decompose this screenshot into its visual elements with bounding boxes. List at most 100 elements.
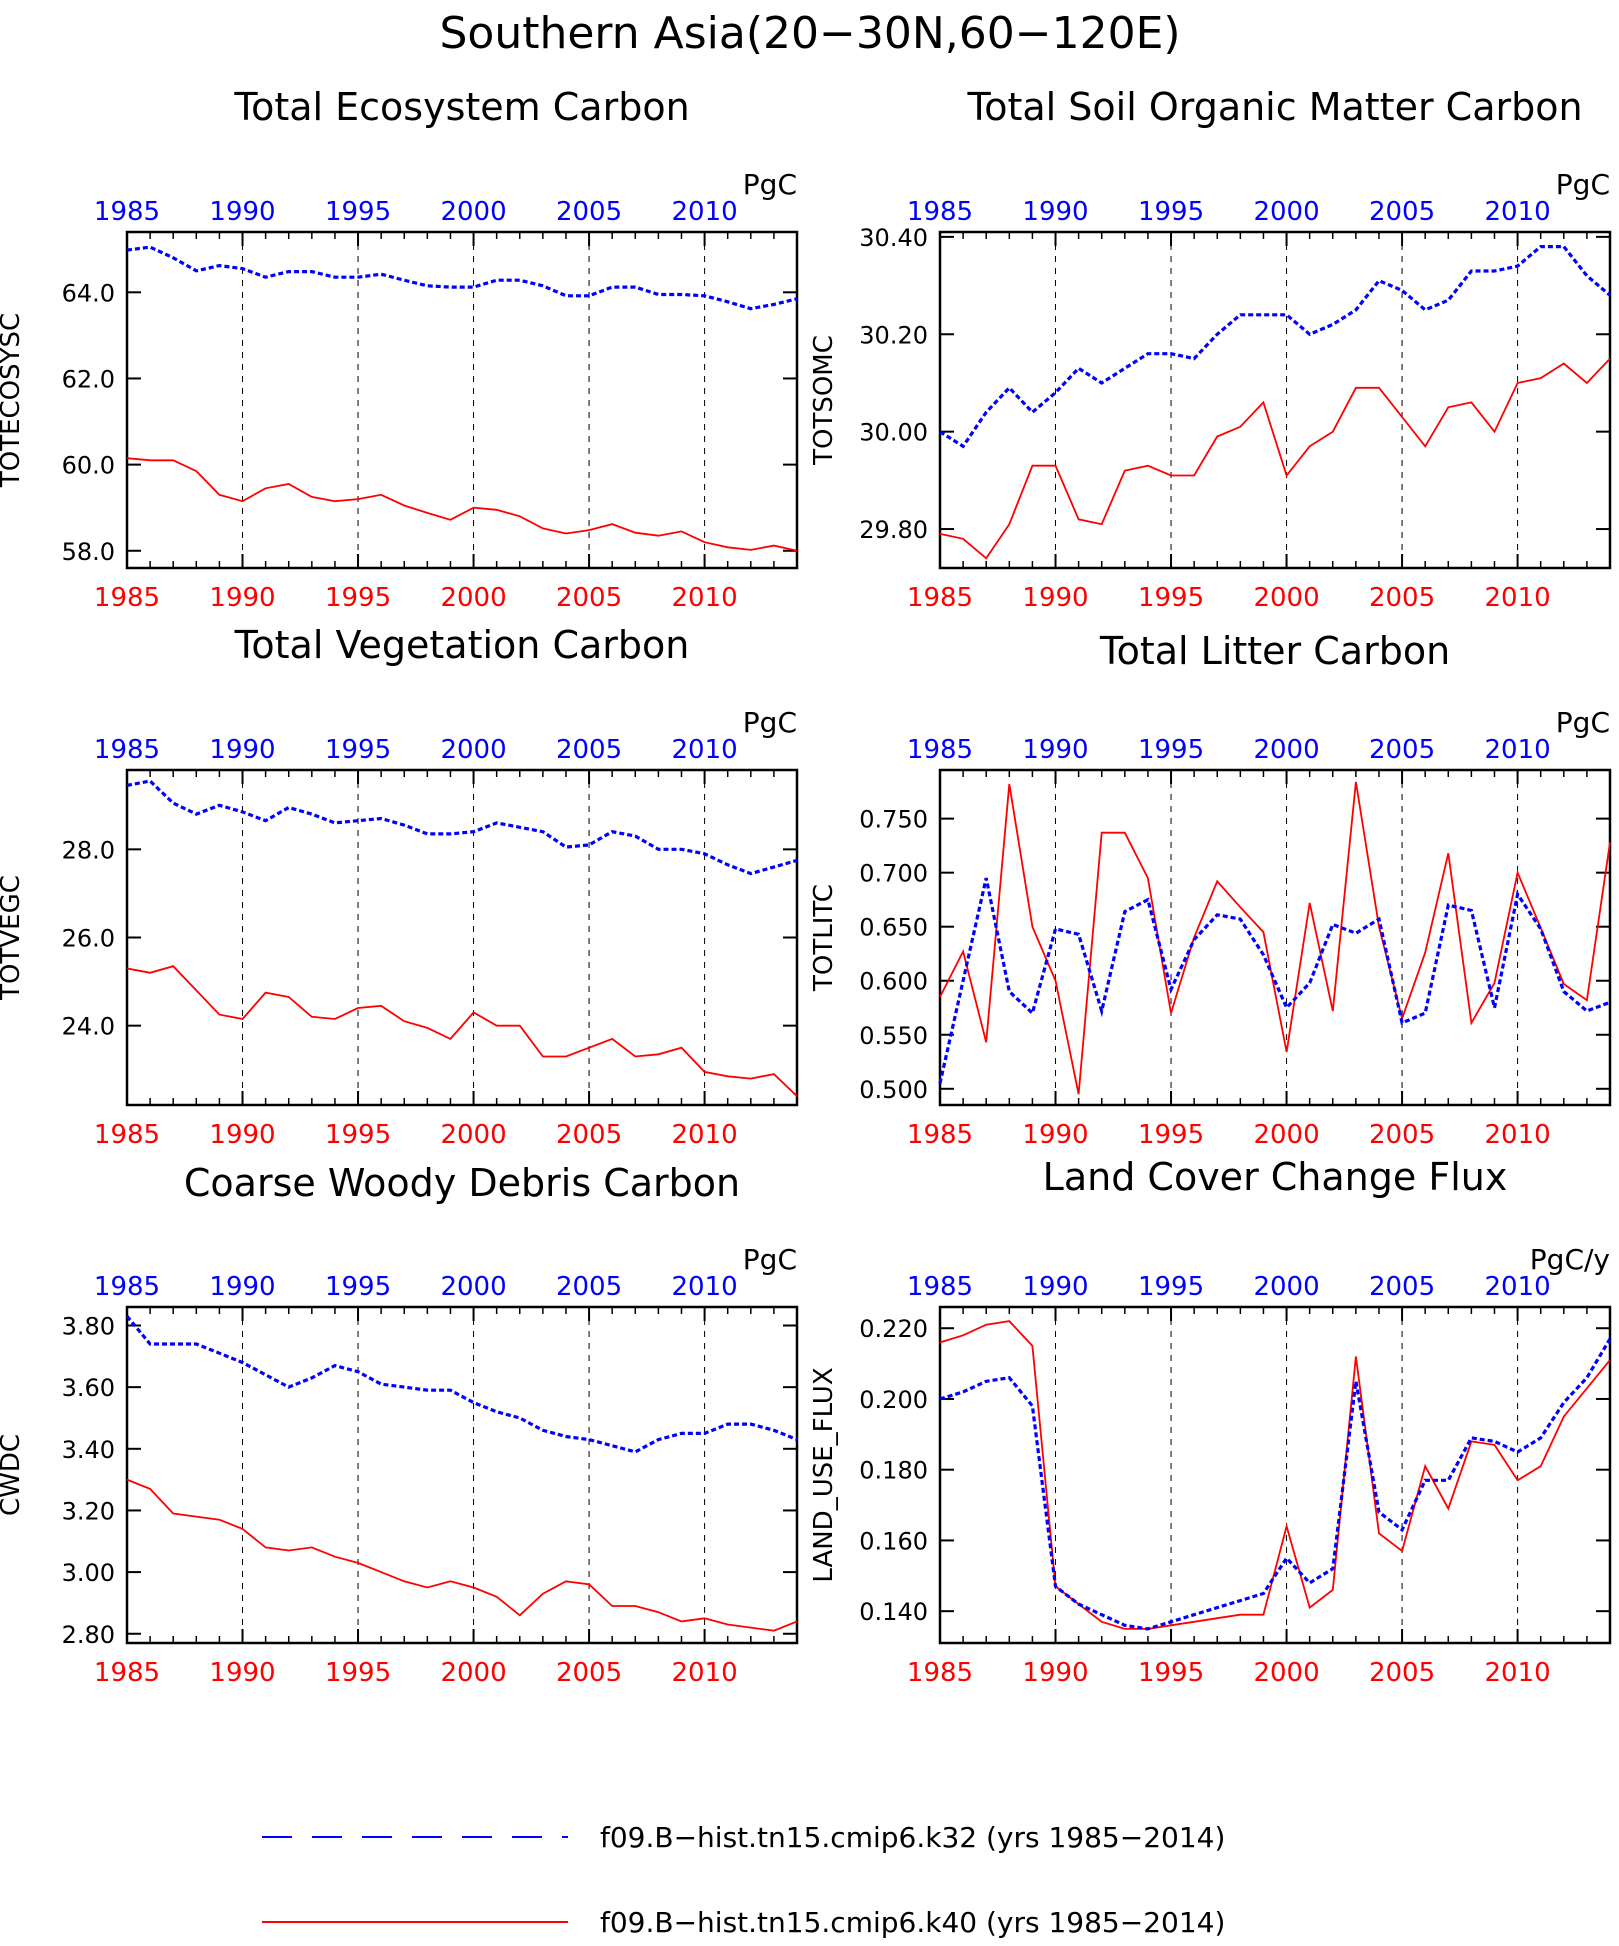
x-tick-label-top: 2005 <box>556 1272 622 1302</box>
x-tick-label-bottom: 1985 <box>907 1120 973 1150</box>
series-line-k40 <box>939 357 1611 560</box>
x-tick-label-top: 1995 <box>325 197 391 227</box>
x-tick-label-top: 2010 <box>672 197 738 227</box>
y-tick-label: 0.700 <box>859 860 928 888</box>
x-tick-label-top: 2005 <box>556 197 622 227</box>
x-tick-label-bottom: 2005 <box>556 1658 622 1688</box>
chart-panel-5: Coarse Woody Debris Carbon PgC CWDC 1985 198… <box>0 1161 799 1688</box>
y-tick-label: 2.80 <box>62 1621 115 1649</box>
y-tick-label: 0.550 <box>859 1022 928 1050</box>
x-tick-label-bottom: 1995 <box>1138 583 1204 613</box>
series-line-k40 <box>939 781 1611 1095</box>
series-line-k32 <box>126 245 798 311</box>
y-tick-label: 26.0 <box>62 925 115 953</box>
y-tick-label: 30.00 <box>859 419 928 447</box>
plot-frame <box>938 230 1612 570</box>
y-tick-label: 3.60 <box>62 1374 115 1402</box>
x-tick-label-bottom: 1985 <box>94 583 160 613</box>
x-tick-label-bottom: 1990 <box>209 1658 275 1688</box>
x-tick-label-top: 2000 <box>440 197 506 227</box>
panel-title: Total Litter Carbon <box>1099 629 1450 673</box>
y-tick-label: 0.220 <box>859 1315 928 1343</box>
x-tick-label-top: 2010 <box>1485 197 1551 227</box>
chart-panel-1: Total Ecosystem Carbon PgC TOTECOSYSC 1985 1… <box>0 85 799 613</box>
x-tick-label-bottom: 2010 <box>672 583 738 613</box>
x-tick-label-top: 2005 <box>1369 1272 1435 1302</box>
x-tick-label-top: 1990 <box>1022 1272 1088 1302</box>
y-tick-label: 3.80 <box>62 1312 115 1340</box>
chart-panels: Total Ecosystem Carbon PgC TOTECOSYSC 1985 1… <box>0 85 1612 1688</box>
x-tick-label-bottom: 1985 <box>94 1120 160 1150</box>
chart-panel-4: Total Litter Carbon PgC TOTLITC 1985 1985 199… <box>809 629 1612 1150</box>
x-tick-label-bottom: 1985 <box>907 1658 973 1688</box>
y-tick-label: 30.40 <box>859 224 928 252</box>
x-tick-label-bottom: 1985 <box>907 583 973 613</box>
y-tick-label: 24.0 <box>62 1013 115 1041</box>
series-line-k32 <box>938 877 1611 1084</box>
x-tick-label-bottom: 1995 <box>325 1658 391 1688</box>
x-tick-label-top: 2005 <box>1369 735 1435 765</box>
unit-label: PgC/y <box>1530 1243 1610 1276</box>
x-tick-label-bottom: 2010 <box>1485 1120 1551 1150</box>
plot-frame <box>938 1305 1612 1645</box>
y-axis-label: LAND_USE_FLUX <box>809 1367 839 1582</box>
x-tick-label-top: 2000 <box>440 735 506 765</box>
x-tick-label-top: 1990 <box>1022 735 1088 765</box>
x-tick-label-top: 2005 <box>556 735 622 765</box>
x-tick-label-bottom: 2010 <box>1485 1658 1551 1688</box>
unit-label: PgC <box>743 706 797 739</box>
y-tick-label: 0.140 <box>859 1598 928 1626</box>
x-tick-label-top: 1990 <box>209 197 275 227</box>
x-tick-label-bottom: 2000 <box>1253 1120 1319 1150</box>
x-tick-label-bottom: 1985 <box>94 1658 160 1688</box>
x-tick-label-top: 2000 <box>440 1272 506 1302</box>
y-axis-label: CWDC <box>0 1434 26 1516</box>
x-tick-label-top: 1995 <box>325 1272 391 1302</box>
y-tick-label: 0.180 <box>859 1457 928 1485</box>
chart-panel-6: Land Cover Change Flux PgC/y LAND_USE_FLUX… <box>809 1155 1612 1688</box>
x-tick-label-bottom: 1995 <box>1138 1120 1204 1150</box>
series-line-k32 <box>939 1337 1612 1631</box>
x-tick-label-top: 1990 <box>209 1272 275 1302</box>
y-tick-label: 64.0 <box>62 279 115 307</box>
x-tick-label-bottom: 1990 <box>1022 583 1088 613</box>
panel-title: Total Soil Organic Matter Carbon <box>966 85 1582 129</box>
legend-label-k40: f09.B−hist.tn15.cmip6.k40 (yrs 1985−2014… <box>600 1906 1225 1939</box>
legend-label-k32: f09.B−hist.tn15.cmip6.k32 (yrs 1985−2014… <box>600 1821 1225 1854</box>
plot-frame <box>938 768 1612 1107</box>
x-tick-label-bottom: 2010 <box>1485 583 1551 613</box>
y-tick-label: 0.650 <box>859 914 928 942</box>
x-tick-label-top: 1985 <box>94 197 160 227</box>
y-tick-label: 3.20 <box>62 1497 115 1525</box>
series-line-k40 <box>126 1478 798 1632</box>
y-tick-label: 0.750 <box>859 806 928 834</box>
x-tick-label-bottom: 2010 <box>672 1658 738 1688</box>
unit-label: PgC <box>1556 706 1610 739</box>
x-tick-label-bottom: 2005 <box>1369 1120 1435 1150</box>
x-tick-label-bottom: 1990 <box>1022 1120 1088 1150</box>
x-tick-label-top: 1995 <box>1138 735 1204 765</box>
x-tick-label-bottom: 1995 <box>325 583 391 613</box>
series-line-k32 <box>939 245 1612 449</box>
chart-panel-3: Total Vegetation Carbon PgC TOTVEGC 1985 198… <box>0 623 799 1150</box>
y-axis-label: TOTSOMC <box>809 335 839 466</box>
x-tick-label-top: 1985 <box>907 197 973 227</box>
x-tick-label-bottom: 1990 <box>1022 1658 1088 1688</box>
x-tick-label-top: 2000 <box>1253 735 1319 765</box>
x-tick-label-top: 1985 <box>94 735 160 765</box>
panel-title: Total Vegetation Carbon <box>234 623 690 667</box>
y-tick-label: 62.0 <box>62 365 115 393</box>
x-tick-label-bottom: 2000 <box>1253 583 1319 613</box>
chart-panel-2: Total Soil Organic Matter Carbon PgC TOTSO… <box>809 85 1612 613</box>
x-tick-label-top: 1995 <box>325 735 391 765</box>
x-tick-label-top: 2000 <box>1253 1272 1319 1302</box>
x-tick-label-top: 1995 <box>1138 197 1204 227</box>
page-title: Southern Asia(20−30N,60−120E) <box>439 8 1180 59</box>
y-axis-label: TOTECOSYSC <box>0 313 26 488</box>
x-tick-label-top: 1985 <box>94 1272 160 1302</box>
y-tick-label: 29.80 <box>859 516 928 544</box>
x-tick-label-bottom: 2005 <box>556 583 622 613</box>
x-tick-label-bottom: 1995 <box>1138 1658 1204 1688</box>
x-tick-label-top: 1985 <box>907 1272 973 1302</box>
